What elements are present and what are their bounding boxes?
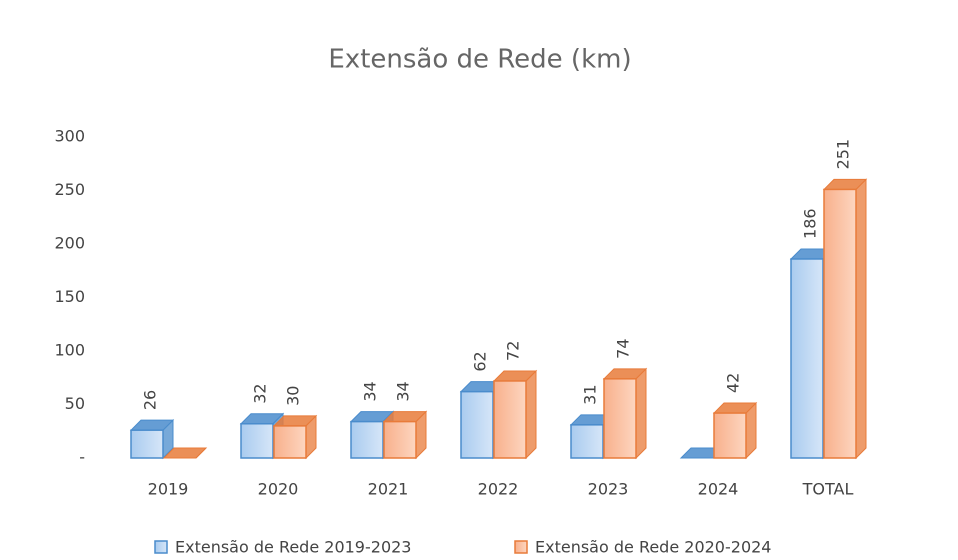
y-tick-label: 300 [54, 127, 85, 146]
x-tick-label: 2021 [368, 480, 409, 499]
bar [570, 424, 604, 459]
x-tick-label: 2020 [258, 480, 299, 499]
bar [790, 258, 824, 459]
legend-swatch [514, 540, 528, 554]
bar-top [162, 447, 208, 459]
data-label: 30 [284, 386, 303, 406]
data-label: 74 [614, 338, 633, 358]
bar-side [525, 369, 537, 460]
data-label: 42 [724, 373, 743, 393]
x-tick-label: 2023 [588, 480, 629, 499]
bar [493, 380, 527, 459]
x-tick-label: 2024 [698, 480, 739, 499]
y-tick-label: 200 [54, 234, 85, 253]
x-tick-label: 2022 [478, 480, 519, 499]
legend-label: Extensão de Rede 2020-2024 [535, 538, 771, 557]
bar [460, 390, 494, 459]
x-tick-label: 2019 [148, 480, 189, 499]
chart-title: Extensão de Rede (km) [328, 45, 631, 75]
y-tick-label: 50 [65, 394, 85, 413]
y-tick-label: 100 [54, 341, 85, 360]
bar-side [855, 178, 867, 460]
bar [130, 429, 164, 459]
bar [350, 420, 384, 459]
legend-swatch [154, 540, 168, 554]
data-label: 34 [394, 381, 413, 401]
y-tick-label: - [79, 448, 85, 467]
x-tick-label: TOTAL [802, 480, 854, 499]
bar [823, 188, 857, 459]
data-label: 26 [141, 390, 160, 410]
bar [273, 425, 307, 459]
data-label: 31 [581, 384, 600, 404]
data-label: 62 [471, 351, 490, 371]
legend-label: Extensão de Rede 2019-2023 [175, 538, 411, 557]
bar [603, 378, 637, 459]
y-tick-label: 250 [54, 180, 85, 199]
data-label: 186 [801, 208, 820, 239]
bar-side [635, 367, 647, 460]
bar [240, 423, 274, 459]
data-label: 32 [251, 383, 270, 403]
data-label: 251 [834, 139, 853, 170]
y-tick-label: 150 [54, 287, 85, 306]
data-label: 34 [361, 381, 380, 401]
bar [383, 420, 417, 459]
bar [713, 412, 747, 459]
data-label: 72 [504, 341, 523, 361]
